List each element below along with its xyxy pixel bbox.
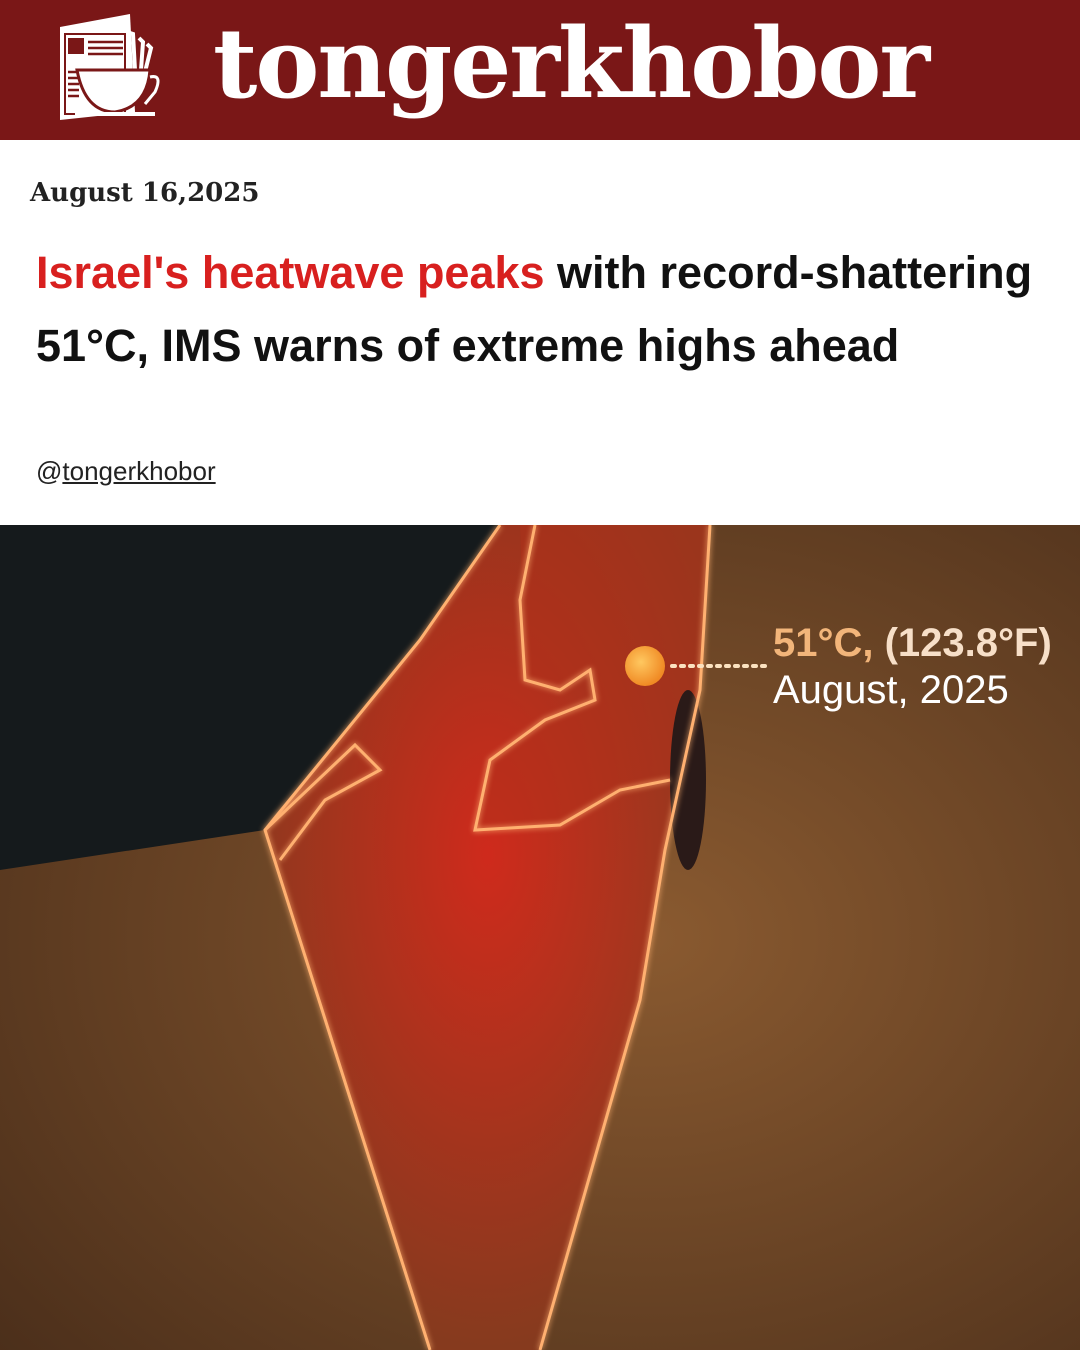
social-handle[interactable]: @tongerkhobor — [36, 456, 216, 486]
temp-period: August, 2025 — [773, 668, 1009, 712]
brand-name: tongerkhobor — [213, 7, 930, 120]
heat-marker — [625, 646, 665, 686]
temp-celsius: 51°C, — [773, 621, 874, 665]
sea — [0, 525, 500, 870]
newspaper-coffee-cup-icon — [60, 14, 160, 120]
temp-fahrenheit: (123.8°F) — [873, 621, 1052, 665]
heat-map-image — [0, 525, 1080, 1350]
article-headline: Israel's heatwave peaks with record-shat… — [36, 236, 1036, 382]
headline-rest: with record-shattering 51°C, IMS warns o… — [36, 247, 1033, 371]
article-date: August 16,2025 — [30, 178, 260, 208]
headline-highlight: Israel's heatwave peaks — [36, 247, 545, 298]
temperature-label: 51°C, (123.8°F) August, 2025 — [773, 620, 1052, 714]
header-bar: tongerkhobor — [0, 0, 1080, 140]
dead-sea — [670, 690, 706, 870]
